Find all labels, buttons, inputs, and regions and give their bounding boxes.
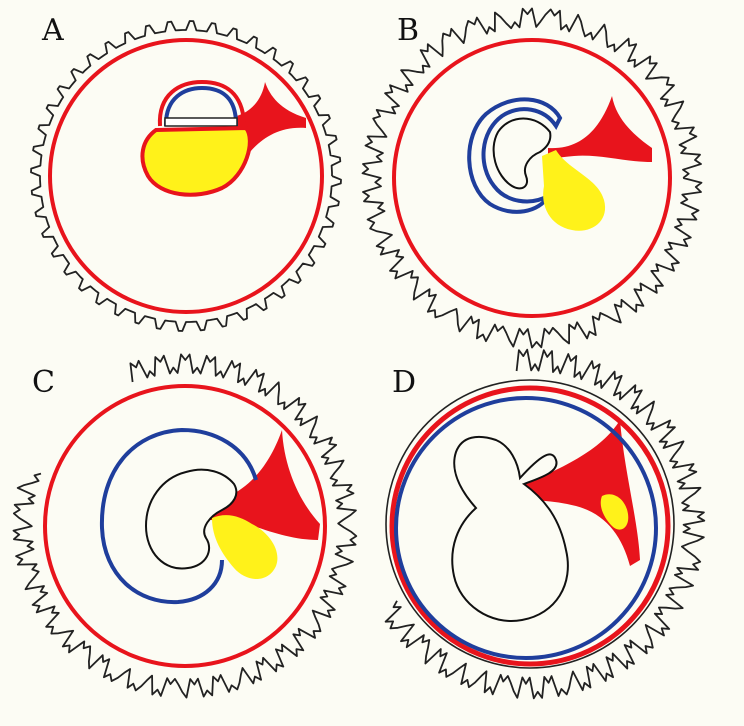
chorion-outline-b xyxy=(361,7,703,349)
yolk-sac-b xyxy=(542,150,606,231)
amnion-d xyxy=(394,396,658,660)
chorionic-villi-a xyxy=(30,20,342,332)
connecting-stalk-b xyxy=(548,96,652,162)
panel-c: C xyxy=(12,353,358,699)
amnion-c xyxy=(99,427,258,605)
chorion-red-ring-c xyxy=(43,384,327,668)
chorion-outline-c xyxy=(12,353,358,699)
embryonic-disc-a xyxy=(164,117,238,127)
panel-d: D xyxy=(384,348,706,700)
yolk-sac-a xyxy=(140,125,252,197)
panel-b: B xyxy=(361,7,703,349)
chorionic-villi-c xyxy=(12,353,358,699)
chorion-red-ring-a xyxy=(48,38,324,314)
panel-label-b: B xyxy=(397,13,419,48)
amniotic-cavity-a xyxy=(163,85,239,126)
chorion-outline-d xyxy=(384,348,706,700)
amnion-red-a xyxy=(157,79,246,127)
chorion-outline-a xyxy=(30,20,342,332)
chorion-red-ring-d xyxy=(389,385,671,667)
chorionic-villi-d xyxy=(384,348,706,700)
panel-a: A xyxy=(30,13,342,332)
yolk-sac-c xyxy=(212,515,278,579)
yolk-sac-d xyxy=(600,494,629,530)
chorion-thin-outline-d xyxy=(385,379,675,669)
panel-label-a: A xyxy=(41,13,64,48)
connecting-stalk-c xyxy=(200,430,320,540)
chorion-red-ring-b xyxy=(392,38,672,318)
embryo-b xyxy=(492,117,552,190)
connecting-stalk-d xyxy=(514,420,640,566)
embryo-c xyxy=(144,468,238,570)
panel-label-c: C xyxy=(32,365,55,400)
chorionic-villi-b xyxy=(361,7,703,349)
fetus-d xyxy=(451,435,569,622)
panel-label-d: D xyxy=(392,365,416,400)
